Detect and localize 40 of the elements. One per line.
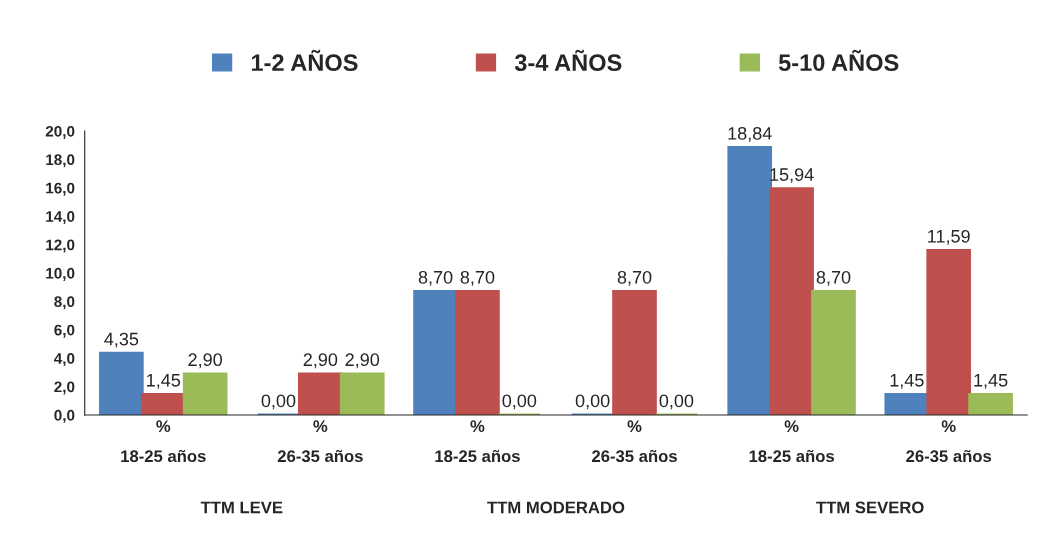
- data-label: 0,00: [659, 394, 694, 410]
- data-label: 8,70: [617, 270, 652, 286]
- data-label: 4,35: [104, 332, 139, 348]
- legend-label: 1-2 AÑOS: [251, 49, 358, 72]
- y-tick-label: 18,0: [46, 154, 75, 168]
- x-tick-label: % 26-35 años: [906, 420, 992, 463]
- data-label: 8,70: [460, 270, 495, 286]
- y-tick-label: 2,0: [54, 381, 75, 395]
- data-label: 0,00: [502, 394, 537, 410]
- data-label: 11,59: [928, 229, 970, 245]
- text: TTM SEVERO: [816, 501, 924, 514]
- x-tick-label: % 18-25 años: [121, 420, 206, 463]
- y-tick-label: 10,0: [46, 267, 75, 281]
- text: TTM LEVE: [200, 501, 283, 514]
- x-tick-label: % 18-25 años: [749, 420, 834, 463]
- data-label: 1,45: [974, 374, 1008, 389]
- text: TTM MODERADO: [487, 501, 625, 514]
- x-tick-label: % 18-25 años: [435, 420, 520, 463]
- x-tick-label: % 26-35 años: [592, 420, 677, 463]
- data-label: 1,45: [890, 374, 924, 389]
- y-tick-label: 4,0: [53, 353, 75, 367]
- data-label: 2,90: [345, 353, 380, 369]
- data-label: 18,84: [728, 126, 772, 142]
- legend-label: 5-10 AÑOS: [778, 49, 899, 72]
- y-tick-label: 16,0: [46, 182, 75, 196]
- x-tick-label: % 26-35 años: [277, 420, 363, 463]
- data-label: 8,70: [418, 270, 453, 286]
- data-label: 0,00: [261, 394, 296, 410]
- y-tick-label: 8,0: [54, 296, 75, 310]
- y-tick-label: 6,0: [54, 324, 75, 338]
- y-tick-label: 0,0: [54, 409, 75, 423]
- data-label: 1,45: [147, 374, 181, 389]
- y-tick-label: 20,0: [45, 125, 75, 139]
- y-tick-label: 14,0: [46, 211, 75, 225]
- data-label: 2,90: [188, 353, 223, 369]
- data-label: 0,00: [575, 394, 610, 410]
- legend-label: 3-4 AÑOS: [514, 49, 622, 72]
- data-label: 2,90: [303, 353, 338, 369]
- y-tick-label: 12,0: [46, 239, 75, 253]
- data-label: 8,70: [816, 270, 851, 286]
